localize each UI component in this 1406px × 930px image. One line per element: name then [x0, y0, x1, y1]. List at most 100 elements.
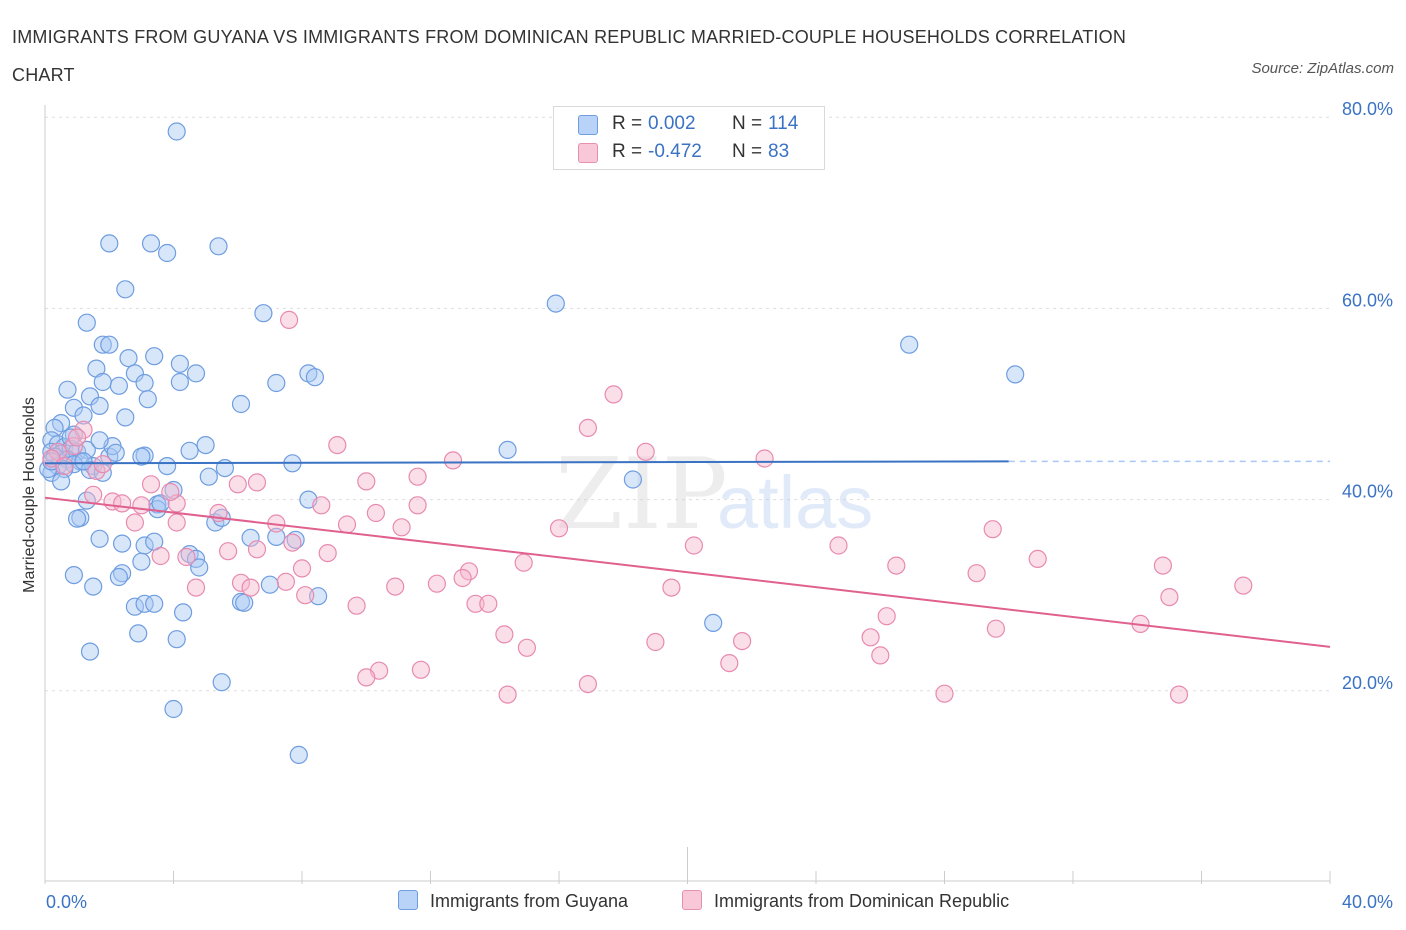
point-dominican	[247, 540, 267, 559]
point-dominican	[861, 628, 880, 647]
point-dominican	[662, 578, 681, 597]
point-guyana	[74, 452, 93, 471]
point-dominican	[443, 451, 463, 470]
point-guyana	[125, 364, 144, 383]
point-dominican	[986, 619, 1006, 638]
point-guyana	[112, 534, 132, 553]
point-dominican	[578, 674, 598, 694]
point-dominican	[283, 533, 302, 552]
point-guyana	[498, 440, 517, 459]
y-tick-label-20: 20.0%	[1342, 673, 1393, 693]
point-guyana	[93, 372, 112, 392]
legend-swatch-guyana	[578, 115, 598, 135]
point-dominican	[357, 668, 376, 687]
point-dominican	[55, 457, 74, 476]
point-guyana	[170, 354, 189, 373]
series-legend-dominican: Immigrants from Dominican Republic	[682, 890, 1009, 912]
point-guyana	[267, 527, 286, 547]
axis-layer	[44, 105, 1331, 884]
point-guyana	[80, 387, 100, 406]
point-guyana	[132, 447, 151, 466]
point-dominican	[167, 494, 186, 513]
point-dominican	[328, 436, 347, 455]
point-guyana	[90, 431, 109, 450]
point-dominican	[877, 607, 896, 626]
point-guyana	[546, 294, 565, 313]
point-dominican	[231, 573, 251, 592]
point-guyana	[138, 390, 157, 409]
point-dominican	[1234, 576, 1253, 595]
point-dominican	[983, 520, 1002, 539]
point-dominican	[514, 553, 533, 572]
point-guyana	[141, 234, 161, 253]
point-guyana	[704, 613, 723, 633]
point-dominican	[67, 428, 87, 447]
x-tick-label-max: 40.0%	[1342, 892, 1393, 912]
point-guyana	[212, 673, 231, 692]
point-guyana	[93, 335, 112, 354]
point-guyana	[164, 480, 183, 500]
legend-n-value-guyana: 114	[768, 113, 799, 134]
series-name-guyana: Immigrants from Guyana	[430, 891, 629, 911]
point-dominican	[466, 594, 485, 613]
point-guyana	[231, 394, 251, 414]
point-guyana	[58, 380, 77, 399]
tick-label-layer: 20.0% 40.0% 60.0% 80.0% 0.0% 40.0%	[46, 99, 1393, 912]
point-guyana	[77, 313, 96, 332]
point-guyana	[84, 577, 103, 596]
point-guyana	[199, 467, 218, 486]
point-guyana	[129, 624, 148, 643]
point-dominican	[161, 482, 180, 502]
legend-n-value-dominican: 83	[768, 141, 790, 162]
point-guyana	[235, 593, 254, 612]
point-dominican	[186, 578, 206, 597]
point-dominican	[887, 556, 906, 575]
point-dominican	[241, 578, 260, 597]
series-name-dominican: Immigrants from Dominican Republic	[714, 891, 1010, 911]
point-guyana	[135, 594, 154, 613]
point-guyana	[100, 335, 119, 354]
chart-title: IMMIGRANTS FROM GUYANA VS IMMIGRANTS FRO…	[12, 27, 1127, 85]
x-tick-label-min: 0.0%	[46, 892, 87, 912]
point-guyana	[174, 603, 193, 622]
legend-n-label: N =	[732, 141, 763, 162]
points-layer	[39, 122, 1253, 765]
point-dominican	[366, 503, 385, 523]
point-dominican	[1028, 549, 1047, 569]
legend-r-label: R =	[612, 141, 643, 162]
point-guyana	[1006, 365, 1025, 384]
point-dominican	[459, 562, 479, 581]
point-guyana	[186, 364, 206, 383]
point-guyana	[132, 552, 151, 571]
point-guyana	[164, 699, 183, 719]
point-dominican	[578, 418, 598, 437]
point-guyana	[254, 304, 273, 323]
point-dominican	[93, 455, 112, 474]
watermark: ZIP atlas	[555, 438, 873, 552]
source-label: Source: ZipAtlas.com	[1251, 60, 1394, 77]
point-dominican	[604, 385, 623, 404]
point-dominican	[755, 449, 774, 468]
y-tick-label-40: 40.0%	[1342, 482, 1393, 502]
point-dominican	[318, 543, 337, 563]
point-guyana	[289, 745, 308, 765]
point-dominican	[312, 496, 331, 515]
point-guyana	[90, 529, 109, 548]
point-dominican	[84, 485, 103, 504]
point-dominican	[646, 632, 665, 652]
point-dominican	[357, 472, 376, 491]
series-swatch-dominican	[682, 890, 702, 910]
point-dominican	[1169, 685, 1189, 704]
point-dominican	[112, 494, 132, 513]
point-guyana	[158, 243, 177, 263]
point-guyana	[67, 509, 87, 528]
point-dominican	[684, 536, 704, 555]
point-guyana	[309, 587, 328, 606]
point-guyana	[260, 575, 279, 594]
point-guyana	[167, 630, 186, 649]
point-dominican	[1153, 556, 1173, 575]
point-dominican	[495, 625, 514, 644]
trendline-dominican	[44, 496, 1331, 648]
point-dominican	[411, 660, 430, 679]
